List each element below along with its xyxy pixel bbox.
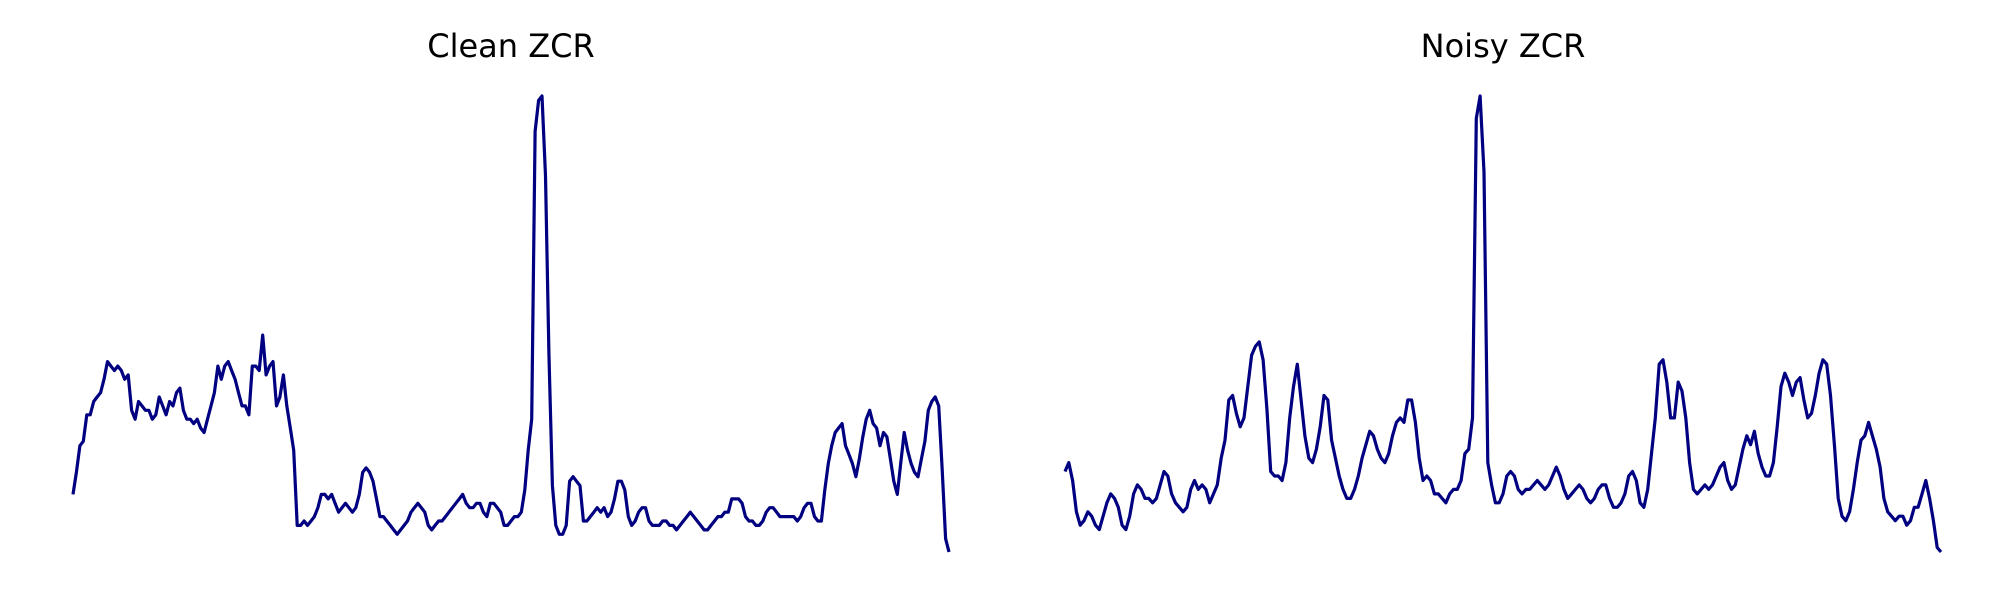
panel-clean-zcr: Clean ZCR [71,27,951,553]
panel-noisy-zcr: Noisy ZCR [1063,27,1943,554]
chart-title-noisy: Noisy ZCR [1421,27,1586,65]
series-line-clean [71,94,951,553]
chart-title-clean: Clean ZCR [427,27,594,65]
series-line-noisy [1063,94,1943,554]
